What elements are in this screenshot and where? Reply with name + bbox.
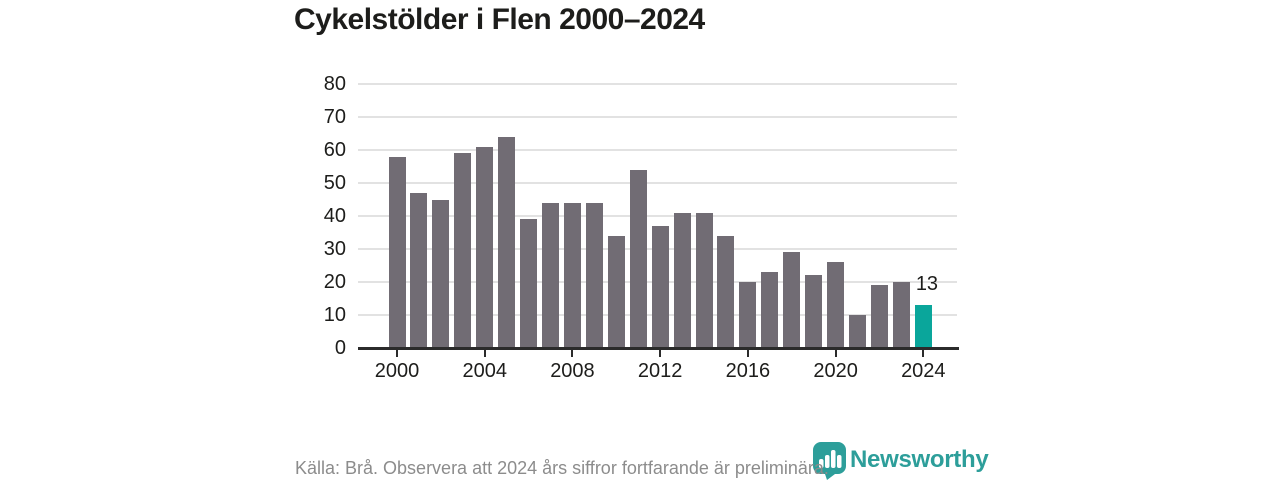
- x-axis-tick-2016: [746, 350, 749, 357]
- x-axis-tick-2008: [571, 350, 574, 357]
- bar-2020: [827, 262, 845, 348]
- y-axis-tick-label: 50: [323, 172, 346, 194]
- x-axis-tick-2012: [659, 350, 662, 357]
- x-axis-tick-2000: [396, 350, 398, 357]
- bar-2015: [717, 235, 735, 348]
- bar-2009: [585, 202, 603, 348]
- y-axis-tick-label: 30: [323, 238, 346, 260]
- bar-2005: [498, 136, 516, 348]
- bar-2000: [388, 156, 406, 348]
- newsworthy-logo[interactable]: Newsworthy: [813, 442, 989, 480]
- bar-chart-pin-icon: [813, 442, 846, 480]
- y-axis-tick-label: 20: [323, 271, 346, 293]
- gridline-y70: [358, 116, 957, 118]
- newsworthy-wordmark: Newsworthy: [850, 446, 989, 473]
- x-axis-tick-label: 2000: [374, 360, 420, 382]
- x-axis-tick-label: 2004: [462, 360, 507, 382]
- x-axis-tick-2020: [834, 350, 837, 357]
- bar-2024: [914, 305, 932, 348]
- bar-2007: [542, 202, 559, 348]
- bar-2023: [892, 282, 910, 348]
- bar-2006: [520, 219, 538, 348]
- bar-2022: [870, 285, 888, 348]
- bar-2012: [651, 225, 669, 348]
- gridline-y60: [358, 149, 957, 151]
- bar-2011: [629, 169, 647, 348]
- bar-2019: [805, 275, 823, 348]
- bar-2004: [476, 146, 494, 348]
- bar-2010: [607, 235, 625, 348]
- bar-2014: [695, 212, 713, 348]
- gridline-y80: [358, 83, 957, 85]
- y-axis-tick-label: 60: [323, 139, 346, 161]
- x-axis-tick-2004: [483, 350, 486, 357]
- x-axis-tick-label: 2016: [725, 360, 771, 382]
- y-axis-tick-label: 40: [323, 205, 346, 227]
- x-axis-tick-label: 2020: [813, 360, 858, 382]
- bar-2003: [454, 153, 472, 348]
- y-axis-tick-label: 10: [323, 304, 346, 326]
- bar-2017: [761, 272, 779, 348]
- x-axis-tick-label: 2008: [550, 360, 595, 382]
- bar-2002: [432, 199, 450, 348]
- chart-title: Cykelstölder i Flen 2000–2024: [294, 3, 705, 36]
- bar-chart: 0 10 20 30 40 50 60 70 80 13 2000 2004 2008 2012 2016 2…: [323, 73, 959, 382]
- x-axis-line: [358, 347, 959, 350]
- gridline-y50: [358, 182, 957, 184]
- y-axis-tick-label: 70: [323, 106, 346, 128]
- bar-2013: [673, 212, 691, 348]
- x-axis-tick-label: 2012: [637, 360, 683, 382]
- x-axis-tick-2024: [922, 350, 925, 357]
- bar-2008: [563, 202, 581, 348]
- y-axis-tick-label: 0: [334, 337, 346, 359]
- x-axis-tick-label: 2024: [901, 360, 946, 382]
- bar-2018: [783, 252, 801, 348]
- gridline-y40: [358, 215, 957, 217]
- y-axis-tick-label: 80: [323, 73, 346, 95]
- bar-2016: [739, 282, 757, 348]
- highlight-value-label: 13: [915, 273, 939, 296]
- source-note: Källa: Brå. Observera att 2024 års siffr…: [295, 458, 829, 478]
- bar-2021: [849, 315, 867, 348]
- bar-2001: [410, 192, 428, 348]
